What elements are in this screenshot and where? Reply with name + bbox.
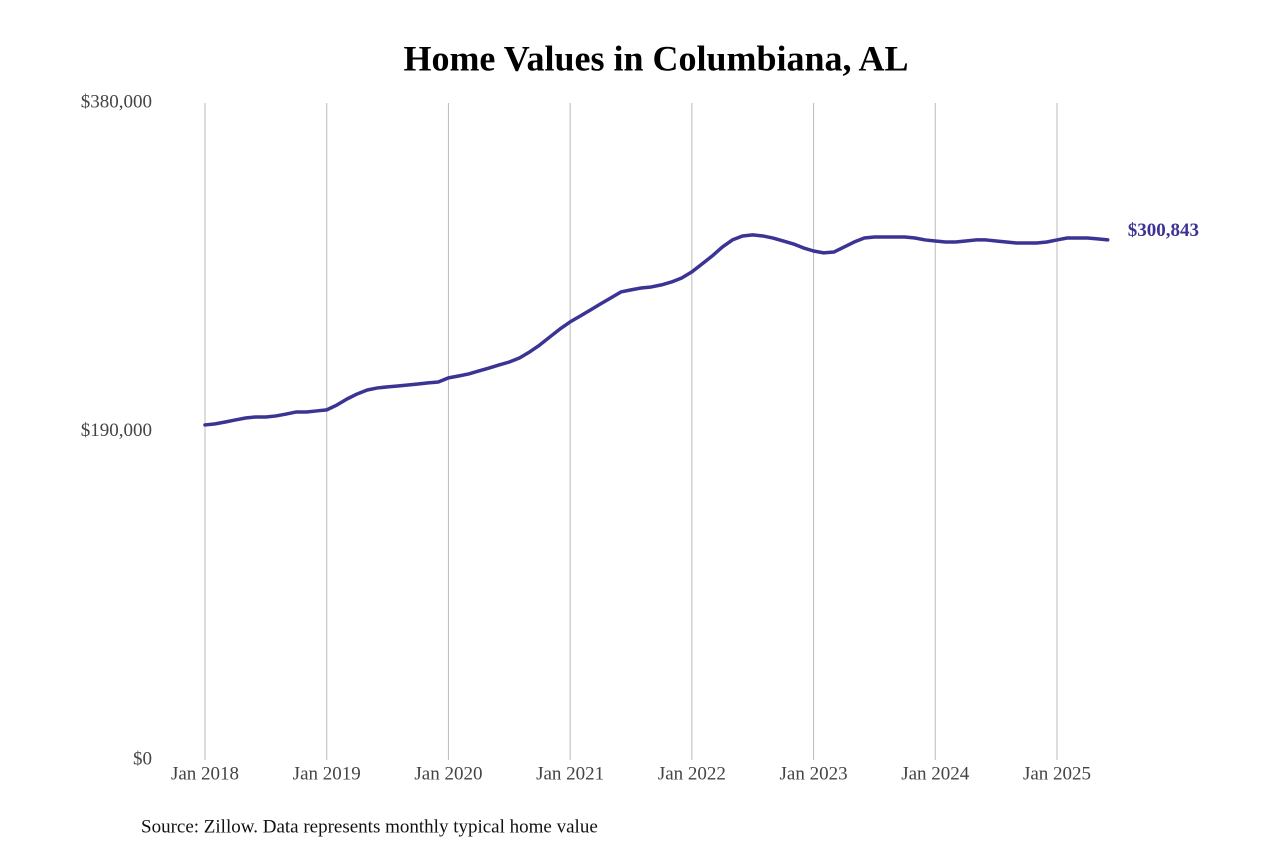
value-label: $300,843 — [1128, 220, 1199, 241]
series-line — [203, 233, 1110, 427]
y-tick-label: $190,000 — [81, 420, 152, 441]
x-tick-label: Jan 2024 — [901, 763, 970, 784]
source-note: Source: Zillow. Data represents monthly … — [141, 816, 598, 837]
chart-title: Home Values in Columbiana, AL — [403, 38, 908, 78]
x-tick-label: Jan 2020 — [414, 763, 482, 784]
x-tick-label: Jan 2022 — [658, 763, 726, 784]
x-tick-label: Jan 2018 — [171, 763, 239, 784]
x-tick-label: Jan 2021 — [536, 763, 604, 784]
x-tick-label: Jan 2025 — [1023, 763, 1091, 784]
y-tick-label: $0 — [133, 748, 152, 769]
x-tick-label: Jan 2023 — [780, 763, 848, 784]
x-tick-label: Jan 2019 — [293, 763, 361, 784]
y-tick-label: $380,000 — [81, 91, 152, 112]
